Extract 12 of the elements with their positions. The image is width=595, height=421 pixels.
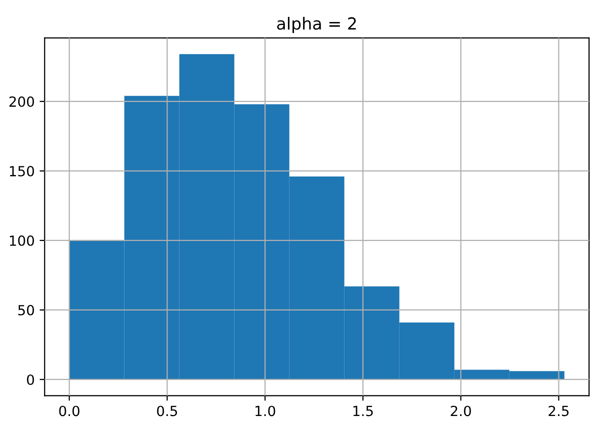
y-tick-label: 200 — [9, 96, 34, 107]
chart-title: alpha = 2 — [277, 16, 356, 34]
y-tick-label: 100 — [10, 235, 34, 246]
y-tick-label: 0 — [26, 374, 34, 385]
y-tick-label: 50 — [18, 304, 34, 316]
x-tick-label: 0.0 — [59, 406, 80, 416]
x-tick-label: 2.5 — [548, 406, 569, 416]
x-tick-label: 1.5 — [353, 406, 373, 416]
x-tick-label: 0.5 — [157, 406, 178, 416]
y-tick-label: 150 — [10, 166, 34, 176]
x-tick-label: 2.0 — [450, 406, 471, 416]
x-tick-label: 1.0 — [256, 406, 276, 416]
